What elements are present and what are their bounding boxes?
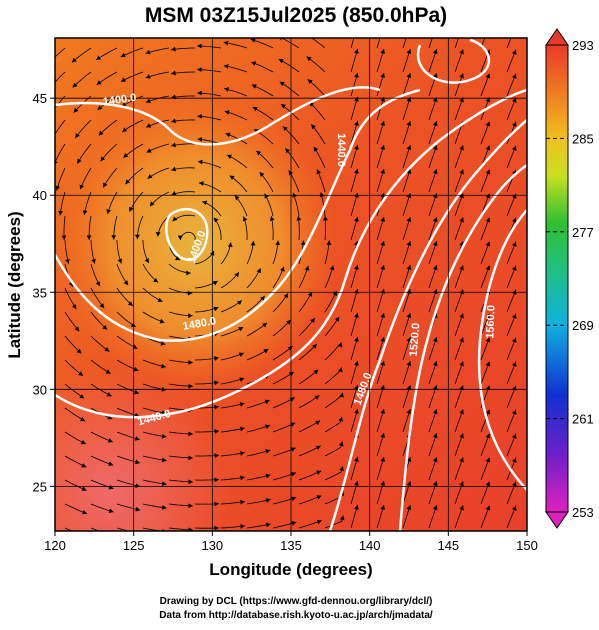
x-tick-label: 130: [201, 538, 223, 553]
colorbar: [546, 45, 568, 512]
stream-arrow: [50, 110, 54, 115]
colorbar-tick-label: 269: [572, 318, 594, 333]
y-tick-label: 45: [33, 91, 47, 106]
colorbar-tick-label: 285: [572, 131, 594, 146]
footer-line: Drawing by DCL (https://www.gfd-dennou.o…: [160, 596, 433, 607]
x-tick-label: 140: [359, 538, 381, 553]
title: MSM 03Z15Jul2025 (850.0hPa): [145, 4, 447, 27]
stream-arrow: [459, 25, 464, 30]
colorbar-max-arrow: [546, 29, 568, 45]
plot-area: 1400.01440.01400.01480.01440.01480.01520…: [48, 25, 527, 538]
y-tick-label: 30: [33, 382, 47, 397]
contour-label: 1440.0: [335, 133, 347, 167]
stream-arrow: [82, 533, 87, 537]
x-tick-label: 145: [437, 538, 459, 553]
x-axis-label: Longitude (degrees): [209, 560, 372, 579]
colorbar-tick-label: 261: [572, 412, 594, 427]
y-axis-label: Latitude (degrees): [5, 211, 24, 358]
x-tick-label: 120: [44, 538, 66, 553]
footer-line: Data from http://database.rish.kyoto-u.a…: [159, 610, 433, 621]
stream-arrow: [486, 26, 490, 31]
stream-arrow: [109, 532, 114, 537]
stream-arrow: [48, 60, 53, 65]
y-tick-label: 25: [33, 479, 47, 494]
colorbar-min-arrow: [546, 512, 568, 528]
colorbar-tick-label: 277: [572, 225, 594, 240]
stream-arrow: [512, 26, 516, 31]
colorbar-tick-label: 253: [572, 505, 594, 520]
stream-arrow: [49, 85, 54, 90]
y-tick-label: 35: [33, 285, 47, 300]
colorbar-tick-label: 293: [572, 38, 594, 53]
x-tick-label: 135: [280, 538, 302, 553]
y-tick-label: 40: [33, 188, 47, 203]
x-tick-label: 125: [123, 538, 145, 553]
contour-label: 1560.0: [484, 305, 497, 339]
x-tick-label: 150: [516, 538, 538, 553]
